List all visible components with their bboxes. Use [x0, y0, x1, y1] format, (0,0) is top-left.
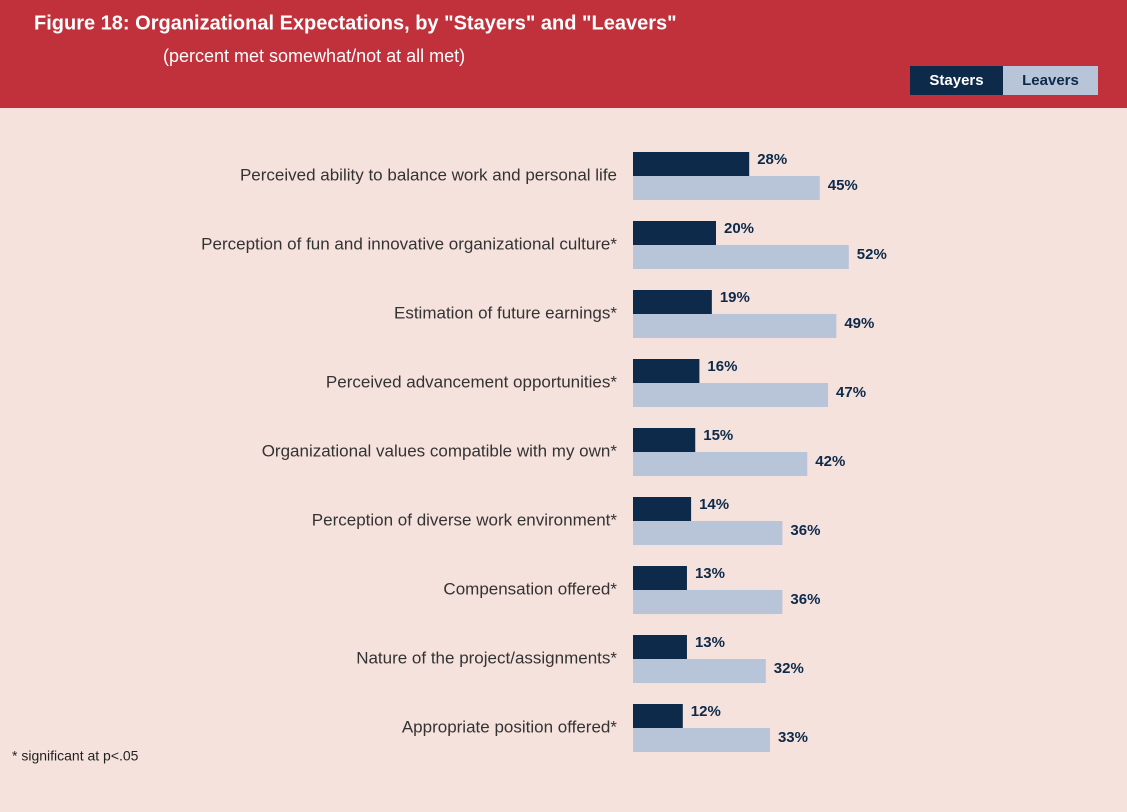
bar: [633, 176, 820, 200]
value-label: 12%: [691, 703, 721, 720]
bar: [633, 452, 808, 476]
value-label: 19%: [720, 289, 750, 306]
bar: [633, 728, 770, 752]
bar: [633, 314, 837, 338]
bar: [633, 497, 692, 521]
bar: [633, 704, 683, 728]
bar: [633, 221, 716, 245]
value-label: 14%: [699, 496, 729, 513]
footnote: * significant at p<.05: [12, 748, 139, 764]
category-label: Perception of diverse work environment*: [312, 510, 618, 529]
value-label: 20%: [724, 220, 754, 237]
category-label: Perceived advancement opportunities*: [326, 372, 617, 391]
bar: [633, 428, 696, 452]
legend-label: Leavers: [1022, 72, 1079, 89]
value-label: 13%: [695, 634, 725, 651]
chart-subtitle: (percent met somewhat/not at all met): [163, 46, 465, 66]
value-label: 33%: [778, 729, 808, 746]
chart-title: Figure 18: Organizational Expectations, …: [34, 12, 677, 34]
bar: [633, 152, 750, 176]
value-label: 42%: [815, 453, 845, 470]
value-label: 47%: [836, 384, 866, 401]
value-label: 36%: [790, 591, 820, 608]
bar: [633, 635, 687, 659]
value-label: 45%: [828, 177, 858, 194]
bar: [633, 566, 687, 590]
bar: [633, 290, 712, 314]
category-label: Perceived ability to balance work and pe…: [240, 165, 617, 184]
legend-swatch: [1003, 66, 1098, 95]
value-label: 15%: [703, 427, 733, 444]
value-label: 52%: [857, 246, 887, 263]
category-label: Perception of fun and innovative organiz…: [201, 234, 617, 253]
category-label: Compensation offered*: [443, 579, 617, 598]
bar: [633, 659, 766, 683]
legend-swatch: [910, 66, 1003, 95]
bar: [633, 590, 783, 614]
bar: [633, 521, 783, 545]
value-label: 32%: [774, 660, 804, 677]
legend-label: Stayers: [929, 72, 983, 89]
category-label: Appropriate position offered*: [402, 717, 618, 736]
value-label: 28%: [757, 151, 787, 168]
value-label: 49%: [844, 315, 874, 332]
category-label: Organizational values compatible with my…: [262, 441, 618, 460]
value-label: 13%: [695, 565, 725, 582]
category-label: Nature of the project/assignments*: [356, 648, 617, 667]
bar: [633, 245, 849, 269]
value-label: 36%: [790, 522, 820, 539]
bar: [633, 383, 829, 407]
value-label: 16%: [707, 358, 737, 375]
category-label: Estimation of future earnings*: [394, 303, 617, 322]
bar: [633, 359, 700, 383]
